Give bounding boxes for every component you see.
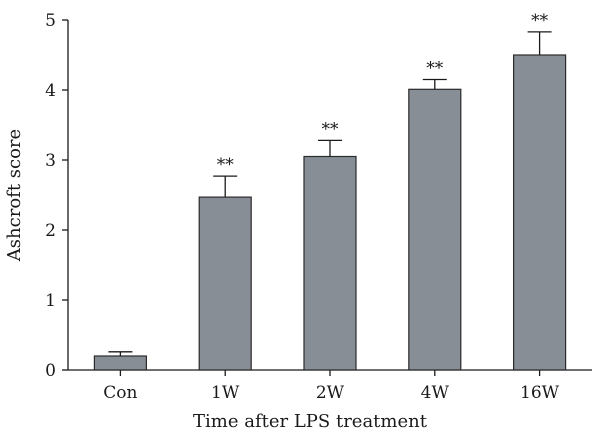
x-axis: Con 1W 2W 4W 16W	[68, 369, 592, 403]
bars	[93, 54, 567, 371]
bar	[408, 88, 462, 371]
y-tick-label: 3	[45, 151, 56, 171]
bar	[303, 155, 357, 371]
y-tick-label: 0	[45, 361, 56, 381]
y-tick-label: 1	[45, 291, 56, 311]
x-tick-label: 2W	[316, 383, 345, 403]
bar	[93, 355, 148, 371]
x-tick-label: 16W	[520, 383, 560, 403]
x-tick-label: 4W	[421, 383, 450, 403]
significance-label: **	[531, 11, 549, 31]
y-tick-label: 4	[45, 81, 56, 101]
y-tick-label: 2	[45, 221, 56, 241]
bar	[512, 54, 567, 371]
significance-markers: ** ** ** **	[217, 11, 549, 175]
bar	[198, 196, 252, 371]
significance-label: **	[217, 155, 235, 175]
error-bars	[108, 31, 552, 356]
y-axis-title: Ashcroft score	[4, 129, 25, 262]
x-tick-label: 1W	[211, 383, 240, 403]
x-axis-title: Time after LPS treatment	[193, 411, 428, 432]
x-tick-label: Con	[103, 383, 137, 403]
y-axis: 0 1 2 3 4 5	[45, 11, 69, 381]
y-tick-label: 5	[45, 11, 56, 31]
significance-label: **	[322, 119, 340, 139]
significance-label: **	[426, 59, 444, 79]
